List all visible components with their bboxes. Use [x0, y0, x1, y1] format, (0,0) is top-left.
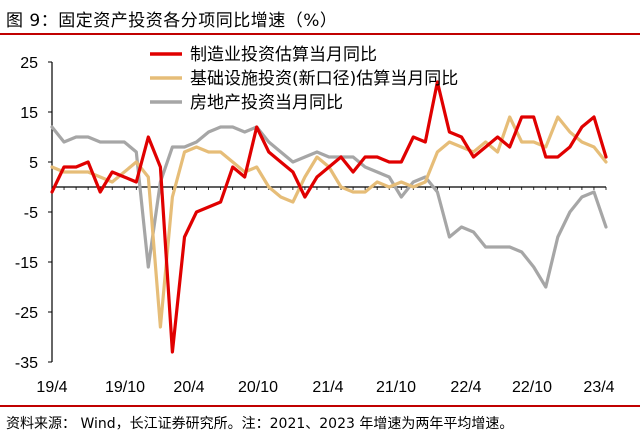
- line-chart: 25 15 5 -5 -15 -25 -35 19/4 19/10 20/4 20/10 21/4 21…: [15, 45, 615, 396]
- chart-axes: 25 15 5 -5 -15 -25 -35 19/4 19/10 20/4 20/10 21/4 21…: [15, 55, 615, 396]
- x-tick-label: 21/4: [312, 379, 343, 396]
- top-rule: [0, 33, 640, 35]
- x-tick-label: 20/10: [238, 379, 278, 396]
- x-tick-label: 22/10: [512, 379, 552, 396]
- x-tick-label: 19/10: [105, 379, 145, 396]
- x-tick-label: 22/4: [450, 379, 481, 396]
- series-lines: [50, 80, 608, 354]
- y-tick-label: -15: [15, 255, 38, 272]
- x-tick-label: 23/4: [583, 379, 614, 396]
- manufacturing-investment-line: [50, 80, 608, 354]
- y-tick-label: -25: [15, 305, 38, 322]
- y-tick-label: 5: [29, 155, 38, 172]
- infrastructure-investment-line: [50, 115, 608, 329]
- figure-title: 图 9：固定资产投资各分项同比增速（%）: [6, 11, 338, 31]
- legend-manufacturing-label: 制造业投资估算当月同比: [190, 45, 377, 65]
- x-tick-label: 20/4: [173, 379, 204, 396]
- y-tick-label: -5: [24, 205, 38, 222]
- y-tick-label: -35: [15, 355, 38, 372]
- real-estate-investment-line: [50, 125, 608, 289]
- y-tick-label: 15: [20, 105, 38, 122]
- y-tick-label: 25: [20, 55, 38, 72]
- legend-infrastructure-label: 基础设施投资(新口径)估算当月同比: [190, 69, 458, 89]
- x-tick-label: 21/10: [376, 379, 416, 396]
- legend-real-estate-label: 房地产投资当月同比: [190, 93, 343, 113]
- x-tick-label: 19/4: [36, 379, 67, 396]
- bottom-rule: [0, 405, 640, 407]
- source-note: 资料来源： Wind，长江证券研究所。注：2021、2023 年增速为两年平均增…: [6, 416, 514, 432]
